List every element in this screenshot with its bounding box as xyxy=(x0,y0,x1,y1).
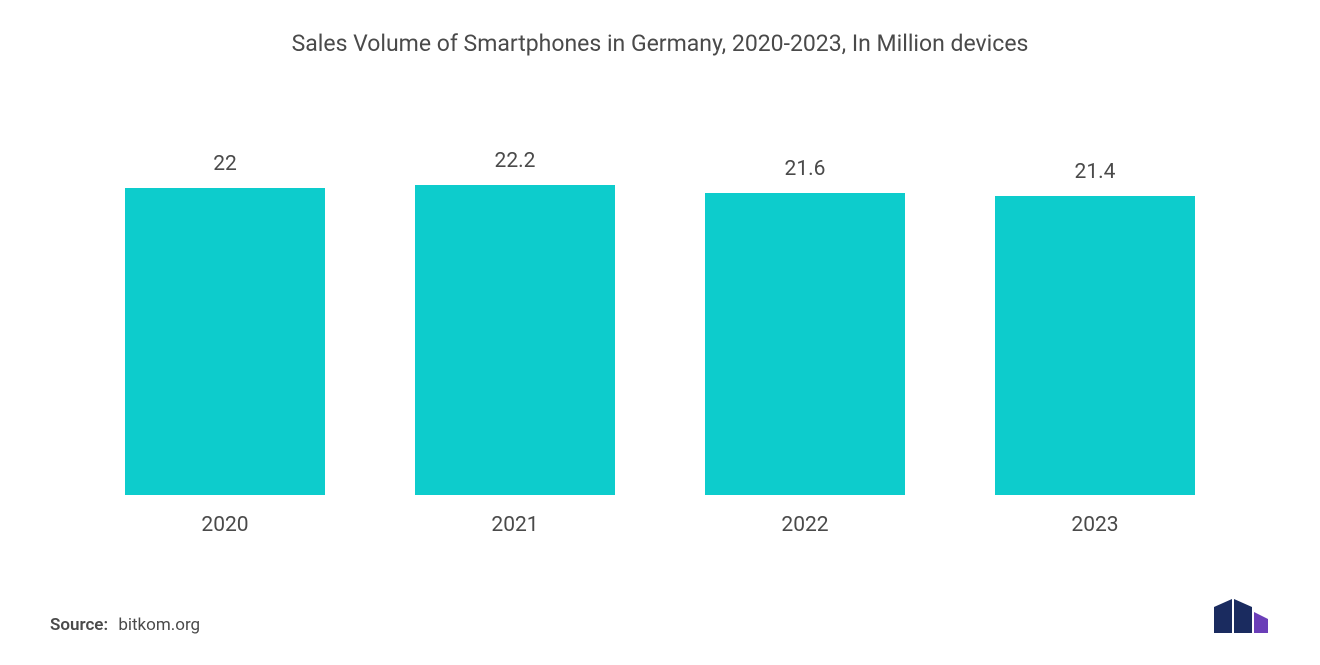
chart-title: Sales Volume of Smartphones in Germany, … xyxy=(50,30,1270,57)
bar-group-0: 22 2020 xyxy=(80,97,370,537)
bar-value-2: 21.6 xyxy=(785,157,826,181)
bar-value-3: 21.4 xyxy=(1075,160,1116,184)
source-label: Source: xyxy=(50,615,108,635)
bar-1 xyxy=(415,185,615,495)
chart-container: Sales Volume of Smartphones in Germany, … xyxy=(0,0,1320,665)
bar-label-1: 2021 xyxy=(491,513,538,537)
bar-label-0: 2020 xyxy=(201,513,248,537)
footer: Source: bitkom.org xyxy=(50,567,1270,645)
brand-logo-icon xyxy=(1212,597,1270,635)
plot-area: 22 2020 22.2 2021 21.6 2022 21.4 2023 xyxy=(50,97,1270,567)
bar-0 xyxy=(125,188,325,495)
bar-label-3: 2023 xyxy=(1071,513,1118,537)
bar-3 xyxy=(995,196,1195,495)
bar-2 xyxy=(705,193,905,495)
bar-group-1: 22.2 2021 xyxy=(370,97,660,537)
source-value: bitkom.org xyxy=(118,615,200,635)
brand-logo xyxy=(1212,597,1270,635)
bar-group-3: 21.4 2023 xyxy=(950,97,1240,537)
bar-value-0: 22 xyxy=(213,152,237,176)
bar-group-2: 21.6 2022 xyxy=(660,97,950,537)
bar-label-2: 2022 xyxy=(781,513,828,537)
source: Source: bitkom.org xyxy=(50,615,200,635)
bar-value-1: 22.2 xyxy=(495,149,536,173)
